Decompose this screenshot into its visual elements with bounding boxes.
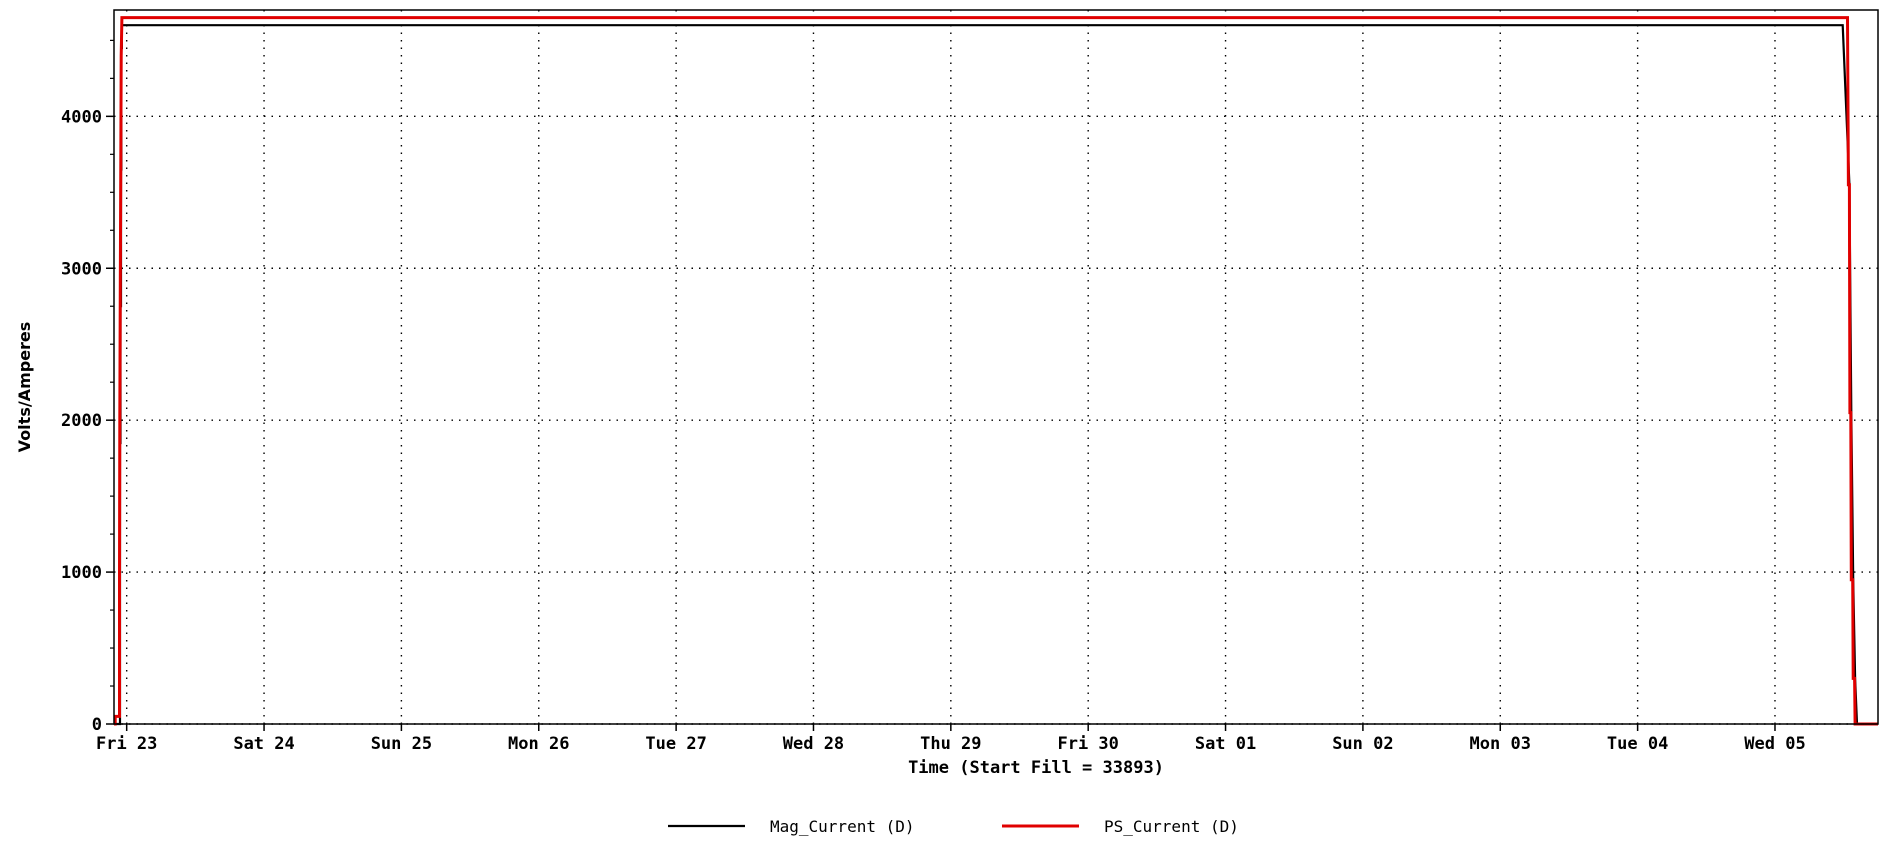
plot-frame	[113, 9, 1879, 725]
x-tick-label: Fri 23	[96, 734, 157, 754]
series-line-ps-current	[113, 16, 1878, 726]
x-axis-title: Time (Start Fill = 33893)	[908, 758, 1164, 778]
tick-layer: Fri 23 Sat 24 Sun 25 Mon 26 Tue 27 Wed 28 Thu …	[61, 39, 1806, 754]
x-tick-label: Tue 27	[645, 734, 706, 754]
x-tick-label: Wed 28	[783, 734, 844, 754]
y-tick-label: 4000	[61, 107, 102, 127]
y-tick-label: 2000	[61, 411, 102, 431]
x-tick-label: Wed 05	[1744, 734, 1805, 754]
legend-label: Mag_Current (D)	[770, 817, 915, 836]
x-tick-label: Mon 26	[508, 734, 569, 754]
y-tick-label: 1000	[61, 563, 102, 583]
legend: Mag_Current (D) PS_Current (D)	[668, 817, 1239, 836]
x-tick-label: Sat 24	[233, 734, 294, 754]
legend-label: PS_Current (D)	[1104, 817, 1239, 836]
x-tick-label: Sat 01	[1195, 734, 1256, 754]
y-axis-title: Volts/Amperes	[15, 322, 34, 453]
y-tick-label: 0	[92, 715, 102, 735]
x-tick-label: Sun 02	[1332, 734, 1393, 754]
series-layer	[113, 16, 1878, 726]
x-tick-label: Thu 29	[920, 734, 981, 754]
x-tick-label: Fri 30	[1057, 734, 1118, 754]
x-tick-label: Tue 04	[1607, 734, 1668, 754]
y-tick-label: 3000	[61, 259, 102, 279]
x-tick-label: Mon 03	[1470, 734, 1531, 754]
x-tick-label: Sun 25	[371, 734, 432, 754]
